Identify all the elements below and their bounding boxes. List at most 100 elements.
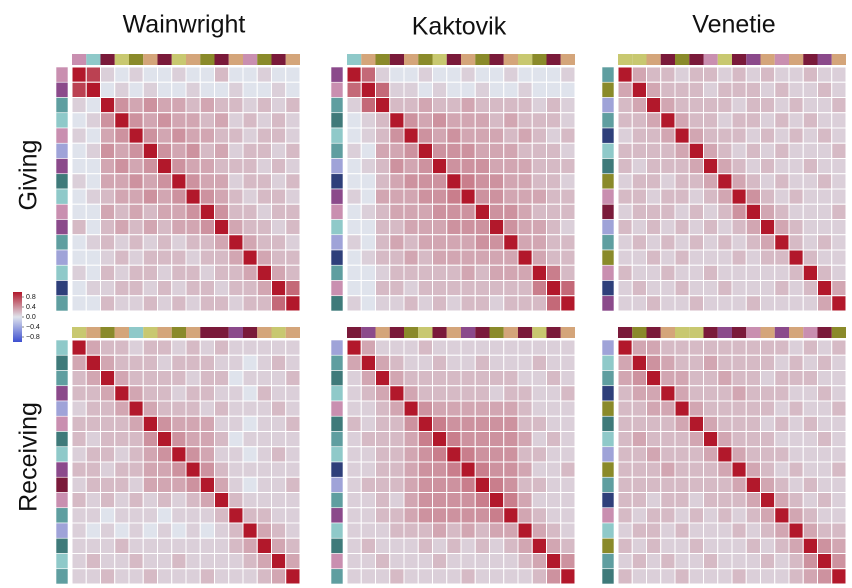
heatmap-cell [128, 492, 144, 509]
heatmap-cell [560, 295, 576, 312]
group-color [143, 54, 158, 65]
heatmap-cell [717, 142, 733, 159]
heatmap-cell [674, 476, 690, 493]
group-color [55, 354, 69, 371]
heatmap-cell [228, 97, 244, 114]
heatmap-cell [214, 400, 230, 417]
heatmap-cell [214, 415, 230, 432]
group-color [803, 327, 818, 338]
heatmap-cell [403, 354, 419, 371]
heatmap-cell [703, 112, 719, 129]
heatmap-cell [489, 249, 505, 266]
heatmap-cell [128, 461, 144, 478]
heatmap-cell [760, 158, 776, 175]
group-color [330, 370, 344, 387]
group-color [330, 188, 344, 205]
heatmap-cell [100, 97, 116, 114]
heatmap-cell [375, 431, 391, 448]
heatmap-cell [831, 553, 847, 570]
heatmap-cell [489, 492, 505, 509]
heatmap-cell [474, 280, 490, 297]
heatmap-cell [703, 385, 719, 402]
heatmap-cell [114, 354, 130, 371]
heatmap-cell [242, 446, 258, 463]
heatmap-cell [560, 370, 576, 387]
heatmap-cell [760, 415, 776, 432]
heatmap-cell [660, 385, 676, 402]
group-color [601, 507, 615, 524]
heatmap-cell [432, 66, 448, 83]
heatmap-cell [745, 354, 761, 371]
heatmap-cell [688, 461, 704, 478]
group-color [646, 54, 661, 65]
heatmap-cell [760, 188, 776, 205]
heatmap-cell [446, 507, 462, 524]
heatmap-cell [531, 354, 547, 371]
heatmap-cell [346, 295, 362, 312]
heatmap-cell [114, 127, 130, 144]
heatmap-cell [157, 249, 173, 266]
heatmap-cell [831, 295, 847, 312]
heatmap-cell [546, 446, 562, 463]
heatmap-cell [375, 97, 391, 114]
heatmap-cell [214, 142, 230, 159]
heatmap-cell [774, 354, 790, 371]
heatmap-cell [185, 81, 201, 98]
group-color [601, 553, 615, 570]
heatmap-cell [731, 431, 747, 448]
heatmap-cell [646, 203, 662, 220]
heatmap-cell [100, 188, 116, 205]
heatmap-cell [660, 280, 676, 297]
heatmap-cell [831, 264, 847, 281]
heatmap-cell [703, 522, 719, 539]
group-color [330, 219, 344, 236]
heatmap-cell [446, 461, 462, 478]
group-color [55, 219, 69, 236]
heatmap-cell [185, 158, 201, 175]
heatmap-cell [403, 249, 419, 266]
heatmap-cell [631, 112, 647, 129]
heatmap-cell [731, 492, 747, 509]
heatmap-cell [774, 568, 790, 585]
heatmap-cell [617, 522, 633, 539]
heatmap-cell [660, 354, 676, 371]
heatmap-cell [228, 280, 244, 297]
heatmap-cell [774, 507, 790, 524]
heatmap-cell [214, 280, 230, 297]
heatmap-cell [631, 507, 647, 524]
heatmap-cell [802, 112, 818, 129]
heatmap-cell [432, 415, 448, 432]
heatmap-cell [460, 127, 476, 144]
heatmap-cell [745, 219, 761, 236]
heatmap-cell [171, 188, 187, 205]
heatmap-cell [560, 339, 576, 356]
heatmap-cell [517, 112, 533, 129]
heatmap-cell [460, 188, 476, 205]
heatmap-cell [157, 188, 173, 205]
heatmap-cell [760, 81, 776, 98]
group-color [601, 385, 615, 402]
heatmap-cell [731, 264, 747, 281]
heatmap-cell [717, 339, 733, 356]
heatmap-cell [432, 492, 448, 509]
heatmap-cell [474, 354, 490, 371]
heatmap-cell [171, 385, 187, 402]
heatmap-cell [817, 522, 833, 539]
heatmap-cell [817, 507, 833, 524]
group-color [489, 54, 504, 65]
heatmap-cell [546, 264, 562, 281]
heatmap-cell [157, 295, 173, 312]
group-color [55, 97, 69, 114]
heatmap-cell [256, 492, 272, 509]
heatmap-cell [403, 264, 419, 281]
heatmap-cell [760, 203, 776, 220]
heatmap-cell [474, 112, 490, 129]
heatmap-cell [531, 385, 547, 402]
heatmap-cell [503, 400, 519, 417]
heatmap-cell [71, 264, 87, 281]
heatmap-cell [157, 370, 173, 387]
heatmap-cell [242, 385, 258, 402]
heatmap-cell [360, 553, 376, 570]
heatmap-cell [788, 522, 804, 539]
heatmap-cell [760, 249, 776, 266]
